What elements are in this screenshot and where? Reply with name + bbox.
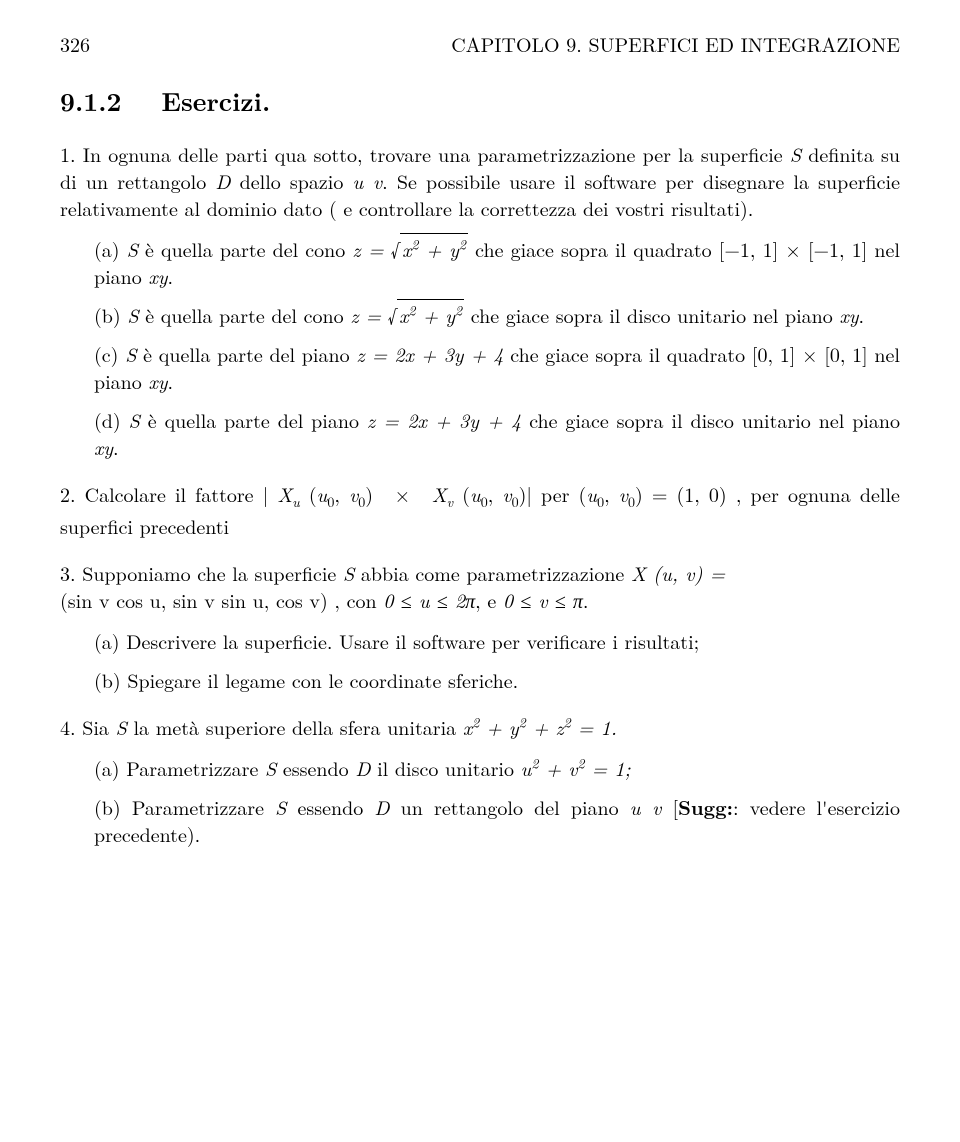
math-expr: | Xu (u0, v0) × Xv (u0, v0)| [263, 479, 532, 508]
math-point: (u0, v0) = (1, 0) [579, 479, 727, 508]
sqrt-icon: √x2 + y2 [388, 299, 464, 329]
ex3-subitems: (a) Descrivere la superficie. Usare il s… [94, 627, 900, 693]
ex-number: 1. [60, 139, 76, 168]
ex-number: 4. [60, 712, 76, 741]
ex3-a: (a) Descrivere la superficie. Usare il s… [94, 627, 900, 654]
ex1-d: (d) S è quella parte del piano z = 2x + … [94, 406, 900, 460]
ex-number: 2. [60, 479, 76, 508]
section-number: 9.1.2 [60, 82, 121, 119]
exercise-2: 2. Calcolare il fattore | Xu (u0, v0) × … [60, 480, 900, 539]
exercise-list: 1. In ognuna delle parti qua sotto, trov… [60, 140, 900, 847]
disk-eq: u2 + v2 = 1; [521, 753, 631, 782]
ex1-subitems: (a) S è quella parte del cono z = √x2 + … [94, 235, 900, 460]
item-label: (d) [94, 405, 121, 434]
ex4-b: (b) Parametrizzare S essendo D un rettan… [94, 793, 900, 847]
item-label: (b) [94, 300, 121, 329]
running-header: 326 CAPITOLO 9. SUPERFICI ED INTEGRAZION… [60, 30, 900, 57]
ex4-a: (a) Parametrizzare S essendo D il disco … [94, 754, 900, 781]
ex1-a: (a) S è quella parte del cono z = √x2 + … [94, 235, 900, 289]
sphere-eq: x2 + y2 + z2 = 1. [463, 712, 617, 741]
ex3-line2: (sin v cos u, sin v sin u, cos v) , con … [60, 586, 900, 613]
ex1-c: (c) S è quella parte del piano z = 2x + … [94, 340, 900, 394]
item-label: (b) [94, 665, 121, 694]
section-heading: 9.1.2 Esercizi. [60, 83, 900, 118]
item-label: (b) [94, 792, 121, 821]
ex1-text: In ognuna delle parti qua sotto, trovare… [60, 139, 900, 222]
item-label: (c) [94, 339, 118, 368]
exercise-1: 1. In ognuna delle parti qua sotto, trov… [60, 140, 900, 460]
item-label: (a) [94, 626, 120, 655]
ex1-b: (b) S è quella parte del cono z = √x2 + … [94, 301, 900, 328]
item-label: (a) [94, 753, 120, 782]
page-number: 326 [60, 30, 90, 57]
ex-number: 3. [60, 558, 76, 587]
section-title: Esercizi. [161, 82, 270, 119]
sqrt-icon: √x2 + y2 [391, 233, 468, 263]
item-label: (a) [94, 234, 120, 263]
exercise-3: 3. Supponiamo che la superficie S abbia … [60, 559, 900, 693]
hint-label: Sugg: [678, 792, 733, 821]
chapter-title: CAPITOLO 9. SUPERFICI ED INTEGRAZIONE [451, 30, 900, 57]
page: 326 CAPITOLO 9. SUPERFICI ED INTEGRAZION… [0, 0, 960, 1142]
ex4-subitems: (a) Parametrizzare S essendo D il disco … [94, 754, 900, 847]
ex3-b: (b) Spiegare il legame con le coordinate… [94, 666, 900, 693]
exercise-4: 4. Sia S la metà superiore della sfera u… [60, 713, 900, 847]
